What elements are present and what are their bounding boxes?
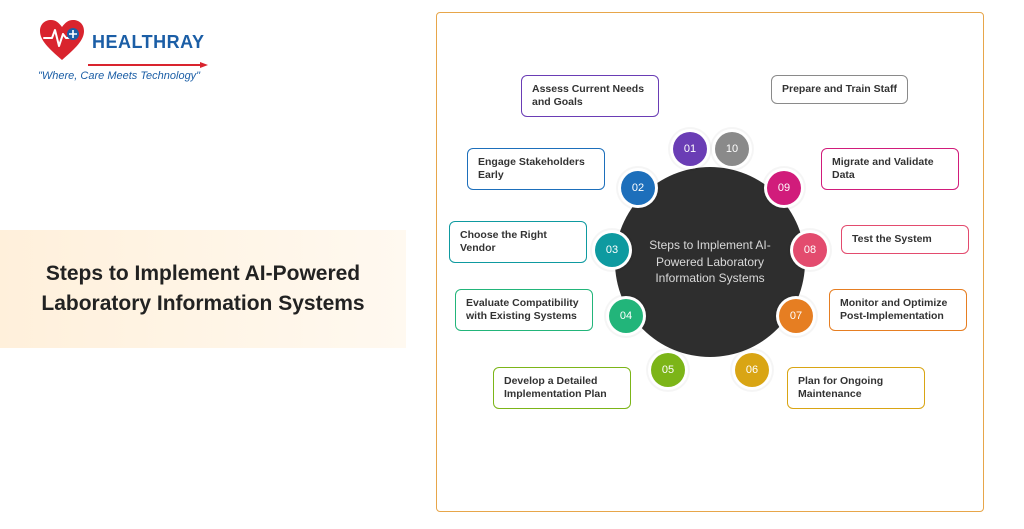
step-node-09: 09: [767, 171, 801, 205]
step-box-08: Test the System: [841, 225, 969, 254]
step-box-02: Engage Stakeholders Early: [467, 148, 605, 190]
diagram-panel: Steps to Implement AI-Powered Laboratory…: [436, 12, 984, 512]
diagram-inner: Steps to Implement AI-Powered Laboratory…: [437, 13, 983, 511]
page-title: Steps to Implement AI-Powered Laboratory…: [20, 259, 386, 320]
hub-text: Steps to Implement AI-Powered Laboratory…: [635, 237, 785, 287]
step-box-04: Evaluate Compatibility with Existing Sys…: [455, 289, 593, 331]
step-node-10: 10: [715, 132, 749, 166]
brand-tagline: "Where, Care Meets Technology": [38, 70, 200, 82]
logo-row: HEALTHRAY: [38, 18, 205, 66]
step-box-10: Prepare and Train Staff: [771, 75, 908, 104]
step-node-07: 07: [779, 299, 813, 333]
step-node-03: 03: [595, 233, 629, 267]
title-strip: Steps to Implement AI-Powered Laboratory…: [0, 230, 406, 348]
step-node-01: 01: [673, 132, 707, 166]
step-box-07: Monitor and Optimize Post-Implementation: [829, 289, 967, 331]
step-box-09: Migrate and Validate Data: [821, 148, 959, 190]
logo-arrow-icon: [88, 62, 208, 68]
step-box-06: Plan for Ongoing Maintenance: [787, 367, 925, 409]
brand-name: HEALTHRAY: [92, 32, 205, 53]
step-node-02: 02: [621, 171, 655, 205]
heart-icon: [38, 18, 86, 66]
step-box-05: Develop a Detailed Implementation Plan: [493, 367, 631, 409]
step-box-01: Assess Current Needs and Goals: [521, 75, 659, 117]
step-node-05: 05: [651, 353, 685, 387]
step-node-06: 06: [735, 353, 769, 387]
step-node-04: 04: [609, 299, 643, 333]
step-box-03: Choose the Right Vendor: [449, 221, 587, 263]
brand-logo: HEALTHRAY "Where, Care Meets Technology": [38, 18, 208, 82]
step-node-08: 08: [793, 233, 827, 267]
